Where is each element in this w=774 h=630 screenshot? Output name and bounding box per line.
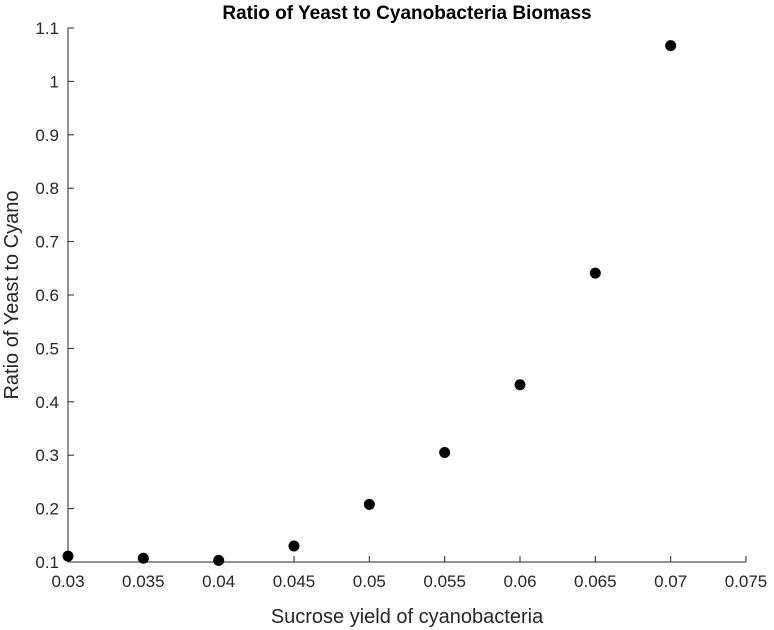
x-tick-label: 0.07 — [654, 572, 687, 591]
data-point — [62, 550, 74, 562]
y-tick-label: 0.8 — [35, 179, 59, 198]
x-axis-ticks: 0.03 0.035 0.04 0.045 0.05 0.055 0.06 0.065 0.07… — [51, 556, 767, 591]
y-tick-label: 0.9 — [35, 126, 59, 145]
y-tick-label: 0.2 — [35, 500, 59, 519]
data-point — [589, 267, 601, 279]
x-tick-label: 0.045 — [273, 572, 316, 591]
data-point — [439, 447, 451, 459]
x-tick-label: 0.04 — [202, 572, 235, 591]
data-point — [213, 554, 225, 566]
y-tick-label: 0.4 — [35, 393, 59, 412]
data-point — [288, 540, 300, 552]
y-tick-label: 0.1 — [35, 553, 59, 572]
x-tick-label: 0.06 — [503, 572, 536, 591]
data-point — [363, 498, 375, 510]
data-points — [62, 40, 677, 566]
chart-title: Ratio of Yeast to Cyanobacteria Biomass — [222, 3, 591, 24]
x-tick-label: 0.055 — [423, 572, 466, 591]
y-tick-label: 0.6 — [35, 286, 59, 305]
y-axis-label: Ratio of Yeast to Cyano — [1, 190, 23, 399]
y-tick-label: 0.5 — [35, 339, 59, 358]
x-tick-label: 0.075 — [725, 572, 768, 591]
y-tick-label: 0.3 — [35, 446, 59, 465]
data-point — [514, 379, 526, 391]
x-tick-label: 0.035 — [122, 572, 165, 591]
y-axis-ticks: 0.1 0.2 0.3 0.4 0.5 0.6 0.7 0.8 0.9 1 1.1 — [35, 19, 74, 572]
x-tick-label: 0.05 — [353, 572, 386, 591]
x-axis-label: Sucrose yield of cyanobacteria — [271, 606, 544, 628]
data-point — [665, 40, 677, 52]
y-tick-label: 1.1 — [35, 19, 59, 38]
y-tick-label: 0.7 — [35, 233, 59, 252]
x-tick-label: 0.03 — [51, 572, 84, 591]
y-tick-label: 1 — [50, 72, 59, 91]
axes — [67, 28, 746, 563]
data-point — [137, 552, 149, 564]
x-tick-label: 0.065 — [574, 572, 617, 591]
